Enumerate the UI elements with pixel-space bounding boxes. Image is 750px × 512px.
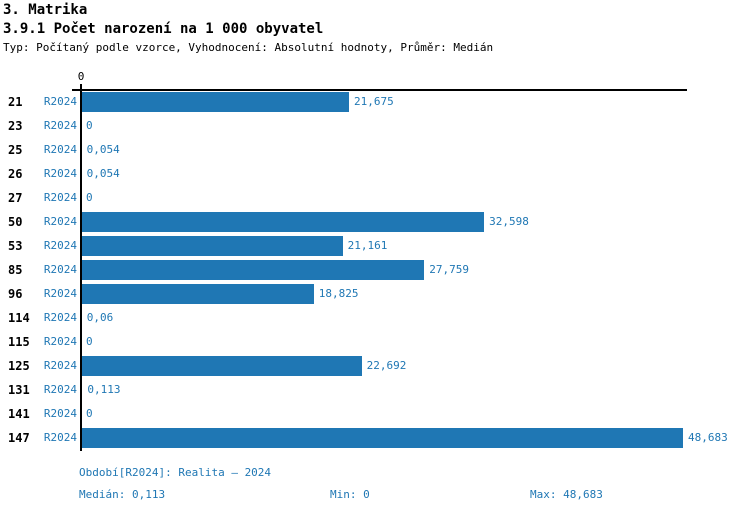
chart-row: 23 R2024 0 bbox=[0, 114, 750, 138]
footer-min: Min: 0 bbox=[330, 488, 370, 501]
category-label: 50 bbox=[8, 215, 23, 229]
baseline-axis-line bbox=[80, 84, 82, 451]
value-label: 0 bbox=[86, 191, 93, 204]
chart-meta-line: Typ: Počítaný podle vzorce, Vyhodnocení:… bbox=[3, 41, 494, 54]
category-label: 141 bbox=[8, 407, 30, 421]
series-label: R2024 bbox=[43, 143, 77, 156]
value-label: 22,692 bbox=[366, 359, 407, 372]
category-label: 114 bbox=[8, 311, 30, 325]
series-label: R2024 bbox=[43, 191, 77, 204]
chart-row: 131 R2024 0,113 bbox=[0, 378, 750, 402]
value-label: 0,113 bbox=[87, 383, 121, 396]
chart-row: 96 R2024 18,825 bbox=[0, 282, 750, 306]
chart-row: 25 R2024 0,054 bbox=[0, 138, 750, 162]
chart-row: 53 R2024 21,161 bbox=[0, 234, 750, 258]
chart-row: 27 R2024 0 bbox=[0, 186, 750, 210]
series-label: R2024 bbox=[43, 263, 77, 276]
category-label: 96 bbox=[8, 287, 23, 301]
footer-max: Max: 48,683 bbox=[530, 488, 603, 501]
value-label: 0 bbox=[86, 407, 93, 420]
series-label: R2024 bbox=[43, 119, 77, 132]
chart-row: 114 R2024 0,06 bbox=[0, 306, 750, 330]
bar bbox=[81, 236, 343, 256]
value-label: 27,759 bbox=[429, 263, 469, 276]
chart-row: 115 R2024 0 bbox=[0, 330, 750, 354]
chart-row: 141 R2024 0 bbox=[0, 402, 750, 426]
footer-median: Medián: 0,113 bbox=[79, 488, 166, 501]
category-label: 115 bbox=[8, 335, 30, 349]
value-label: 0,054 bbox=[86, 143, 120, 156]
chart-row: 147 R2024 48,683 bbox=[0, 426, 750, 450]
value-label: 0,06 bbox=[86, 311, 114, 324]
series-label: R2024 bbox=[43, 287, 77, 300]
series-label: R2024 bbox=[43, 215, 77, 228]
footer-period: Období[R2024]: Realita – 2024 bbox=[79, 466, 272, 479]
axis-zero-tick-label: 0 bbox=[77, 70, 85, 83]
bar bbox=[81, 284, 314, 304]
value-label: 0,054 bbox=[86, 167, 120, 180]
series-label: R2024 bbox=[43, 311, 77, 324]
value-label: 0 bbox=[86, 119, 93, 132]
series-label: R2024 bbox=[43, 383, 77, 396]
bar bbox=[81, 92, 349, 112]
category-label: 25 bbox=[8, 143, 23, 157]
series-label: R2024 bbox=[43, 167, 77, 180]
bar bbox=[81, 212, 485, 232]
series-label: R2024 bbox=[43, 95, 77, 108]
page-title: 3. Matrika bbox=[3, 2, 88, 18]
chart-row: 50 R2024 32,598 bbox=[0, 210, 750, 234]
chart-row: 85 R2024 27,759 bbox=[0, 258, 750, 282]
chart-row: 26 R2024 0,054 bbox=[0, 162, 750, 186]
series-label: R2024 bbox=[43, 359, 77, 372]
series-label: R2024 bbox=[43, 335, 77, 348]
category-label: 26 bbox=[8, 167, 23, 181]
value-label: 18,825 bbox=[318, 287, 359, 300]
category-label: 53 bbox=[8, 239, 23, 253]
value-label: 32,598 bbox=[489, 215, 529, 228]
category-label: 21 bbox=[8, 95, 23, 109]
series-label: R2024 bbox=[43, 239, 77, 252]
category-label: 23 bbox=[8, 119, 23, 133]
series-label: R2024 bbox=[43, 431, 77, 444]
chart-row: 21 R2024 21,675 bbox=[0, 90, 750, 114]
category-label: 125 bbox=[8, 359, 30, 373]
bar bbox=[81, 356, 362, 376]
value-label: 21,675 bbox=[354, 95, 394, 108]
value-label: 0 bbox=[86, 335, 93, 348]
value-axis-line bbox=[72, 89, 687, 91]
category-label: 85 bbox=[8, 263, 23, 277]
category-label: 131 bbox=[8, 383, 30, 397]
value-label: 21,161 bbox=[347, 239, 388, 252]
series-label: R2024 bbox=[43, 407, 77, 420]
chart-row: 125 R2024 22,692 bbox=[0, 354, 750, 378]
bar bbox=[81, 428, 683, 448]
chart-title: 3.9.1 Počet narození na 1 000 obyvatel bbox=[3, 21, 324, 37]
bar bbox=[81, 260, 425, 280]
value-label: 48,683 bbox=[688, 431, 728, 444]
category-label: 147 bbox=[8, 431, 30, 445]
category-label: 27 bbox=[8, 191, 23, 205]
